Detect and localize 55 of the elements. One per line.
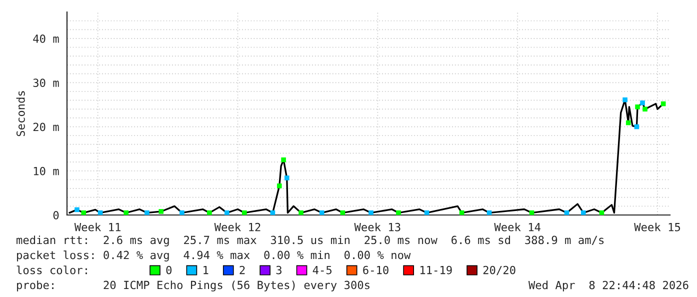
point bbox=[580, 210, 586, 215]
legend-label: 6-10 bbox=[363, 266, 388, 274]
x-tick-label: Week 12 bbox=[214, 222, 260, 232]
point bbox=[486, 210, 492, 215]
legend-label: 11-19 bbox=[420, 266, 452, 274]
legend-label: 2 bbox=[240, 266, 245, 274]
y-tick-label: 10 m bbox=[34, 166, 59, 176]
x-tick-label: Week 11 bbox=[74, 222, 120, 232]
x-tick-label: Week 13 bbox=[354, 222, 400, 232]
point bbox=[124, 210, 129, 215]
point bbox=[340, 210, 346, 215]
point bbox=[635, 104, 640, 110]
text: Wed Apr 8 22:44:48 2026 bbox=[528, 280, 688, 292]
point bbox=[224, 210, 230, 215]
point bbox=[599, 210, 604, 215]
y-tick-label: 0 bbox=[53, 211, 59, 220]
y-axis-title: Seconds bbox=[16, 91, 25, 136]
point bbox=[368, 210, 374, 215]
point bbox=[626, 120, 631, 126]
text: median rtt: 2.6 ms avg 25.7 ms max 310.5 us min 25.0 ms now 6.6 ms sd 388.9 m am/s bbox=[16, 236, 604, 246]
point bbox=[242, 210, 247, 215]
y-tick-label: 30 m bbox=[33, 78, 59, 88]
point bbox=[640, 100, 645, 106]
point bbox=[81, 210, 86, 215]
point bbox=[564, 210, 570, 215]
x-tick-label: Week 14 bbox=[494, 222, 540, 232]
point bbox=[642, 106, 648, 112]
point bbox=[270, 210, 276, 215]
legend-label: 0 bbox=[166, 266, 172, 274]
x-tick-label: Week 15 bbox=[634, 222, 680, 232]
point bbox=[396, 210, 401, 215]
legend-label: 4-5 bbox=[312, 266, 332, 274]
point bbox=[281, 157, 286, 162]
point bbox=[207, 210, 212, 215]
y-tick-label: 20 m bbox=[33, 122, 59, 132]
point bbox=[424, 210, 430, 215]
text: probe: 20 ICMP Echo Pings (56 Bytes) every 300s bbox=[17, 280, 370, 292]
point bbox=[298, 210, 304, 215]
point bbox=[319, 210, 324, 215]
point bbox=[98, 210, 103, 215]
point bbox=[74, 207, 80, 212]
point bbox=[459, 210, 464, 215]
point bbox=[622, 97, 628, 102]
y-tick-label: 40 m bbox=[33, 34, 59, 43]
point bbox=[144, 210, 150, 215]
point bbox=[180, 210, 184, 215]
legend-label: 20/20 bbox=[483, 266, 516, 276]
legend-title: loss color: bbox=[16, 266, 87, 274]
point bbox=[529, 210, 534, 215]
legend-label: 3 bbox=[276, 266, 282, 274]
point bbox=[284, 176, 290, 180]
legend-label: 1 bbox=[204, 266, 208, 274]
text: packet loss: 0.42 % avg 4.94 % max 0.00 % min 0.00 % now bbox=[17, 250, 411, 262]
point bbox=[158, 209, 164, 214]
point bbox=[276, 183, 282, 188]
